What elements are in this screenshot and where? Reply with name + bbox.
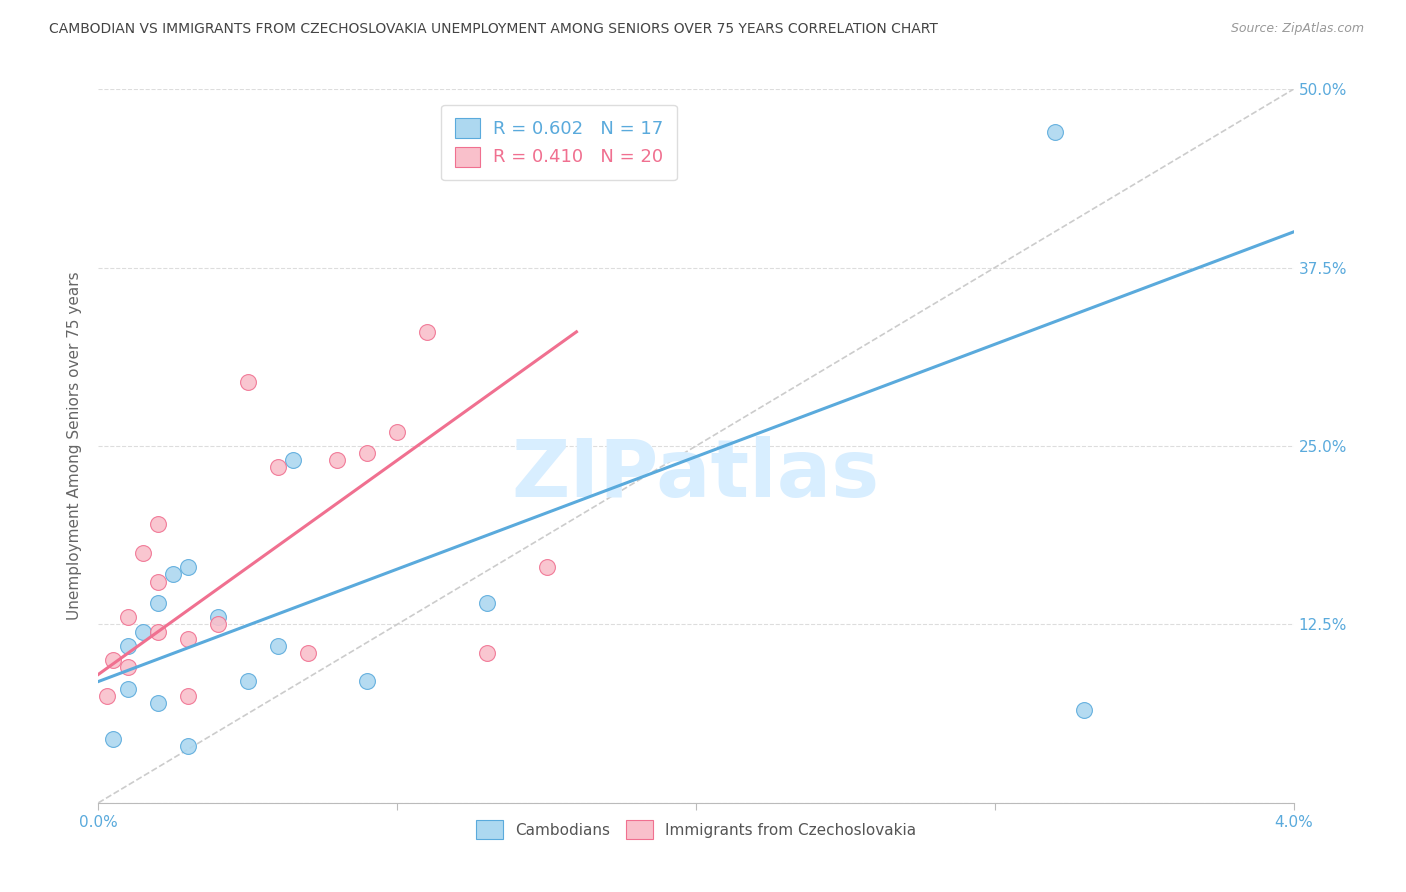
Point xyxy=(117,610,139,624)
Point xyxy=(162,567,184,582)
Point xyxy=(148,624,170,639)
Point xyxy=(267,639,290,653)
Point xyxy=(103,653,125,667)
Point xyxy=(148,517,170,532)
Point xyxy=(356,674,378,689)
Point xyxy=(236,375,259,389)
Point xyxy=(1043,125,1066,139)
Point xyxy=(177,739,200,753)
Point xyxy=(117,639,139,653)
Point xyxy=(207,610,229,624)
Point xyxy=(536,560,558,574)
Point xyxy=(148,596,170,610)
Point xyxy=(326,453,349,467)
Point xyxy=(117,660,139,674)
Point xyxy=(117,681,139,696)
Point xyxy=(356,446,378,460)
Point xyxy=(148,574,170,589)
Point xyxy=(177,560,200,574)
Point xyxy=(297,646,319,660)
Point xyxy=(1073,703,1095,717)
Text: ZIPatlas: ZIPatlas xyxy=(512,435,880,514)
Point xyxy=(416,325,439,339)
Text: Source: ZipAtlas.com: Source: ZipAtlas.com xyxy=(1230,22,1364,36)
Point xyxy=(177,689,200,703)
Point xyxy=(281,453,304,467)
Y-axis label: Unemployment Among Seniors over 75 years: Unemployment Among Seniors over 75 years xyxy=(67,272,83,620)
Point xyxy=(475,646,498,660)
Point xyxy=(207,617,229,632)
Point xyxy=(103,731,125,746)
Point xyxy=(96,689,118,703)
Point xyxy=(475,596,498,610)
Text: CAMBODIAN VS IMMIGRANTS FROM CZECHOSLOVAKIA UNEMPLOYMENT AMONG SENIORS OVER 75 Y: CAMBODIAN VS IMMIGRANTS FROM CZECHOSLOVA… xyxy=(49,22,938,37)
Point xyxy=(132,624,155,639)
Point xyxy=(148,696,170,710)
Point xyxy=(267,460,290,475)
Legend: Cambodians, Immigrants from Czechoslovakia: Cambodians, Immigrants from Czechoslovak… xyxy=(470,814,922,845)
Point xyxy=(236,674,259,689)
Point xyxy=(132,546,155,560)
Point xyxy=(385,425,409,439)
Point xyxy=(177,632,200,646)
